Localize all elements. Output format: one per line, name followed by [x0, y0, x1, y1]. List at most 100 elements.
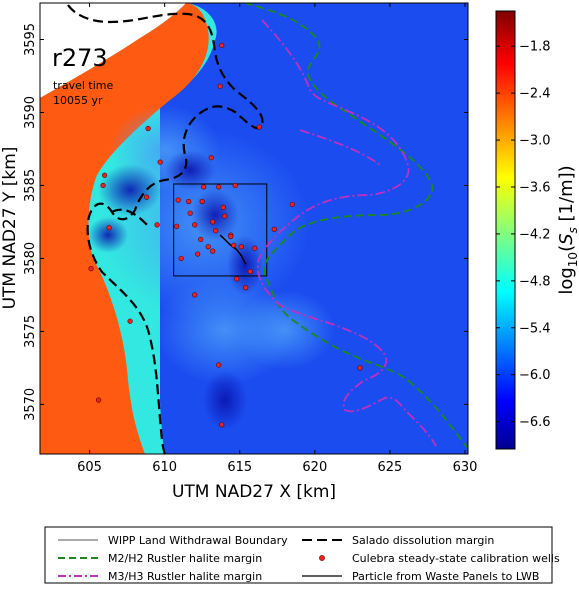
legend-label: WIPP Land Withdrawal Boundary: [108, 534, 288, 547]
calibration-well: [219, 422, 225, 428]
calibration-well: [216, 184, 222, 190]
wipp-boundary-box: [173, 183, 268, 277]
calibration-well: [228, 233, 234, 240]
calibration-well: [178, 255, 184, 262]
legend-label: M3/H3 Rustler halite margin: [108, 570, 262, 583]
calibration-well: [205, 244, 211, 250]
calibration-well: [247, 268, 253, 275]
colorbar-ticks: −1.8 −2.4 −3.0 −3.6 −4.2 −4.8 −5.4 −6.0 −6.6: [496, 40, 551, 430]
calibration-well: [106, 225, 112, 231]
calibration-well: [210, 248, 216, 254]
calibration-well: [100, 182, 106, 189]
calibration-well: [256, 124, 262, 130]
y-tick-label: 3580: [23, 242, 38, 275]
salado-dissolution-margin: [67, 4, 264, 454]
calibration-well: [219, 42, 225, 48]
calibration-well: [222, 213, 228, 219]
calibration-well: [243, 285, 249, 291]
calibration-well: [213, 228, 219, 234]
legend-label: Particle from Waste Panels to LWB: [352, 570, 539, 583]
calibration-well: [208, 155, 214, 161]
m3-h3-rustler-halite-margin: [256, 19, 437, 447]
calibration-well: [252, 245, 258, 251]
calibration-well: [271, 226, 277, 232]
y-tick-label: 3595: [23, 23, 38, 56]
colorbar-tick-label: −3.6: [519, 180, 551, 195]
calibration-well: [217, 83, 223, 89]
colorbar-tick-label: −4.8: [519, 274, 551, 289]
calibration-well: [127, 318, 133, 324]
colorbar-tick-label: −2.4: [519, 87, 551, 102]
calibration-well: [95, 397, 102, 403]
colorbar: [495, 10, 516, 450]
panel-label: r273: [52, 44, 108, 72]
colorbar-label: log10(Ss [1/m]): [556, 165, 579, 294]
calibration-well: [157, 159, 163, 165]
x-axis-ticks: 605 610 615 620 625 630: [77, 3, 477, 475]
field-patch: [88, 217, 128, 253]
legend-label: M2/H2 Rustler halite margin: [108, 552, 262, 565]
m3-h3-rustler-halite-margin: [299, 129, 381, 166]
y-axis-label: UTM NAD27 Y [km]: [0, 147, 20, 310]
calibration-well: [187, 210, 193, 216]
y-tick-label: 3570: [23, 388, 38, 421]
calibration-well: [234, 276, 240, 282]
x-tick-label: 630: [453, 460, 478, 475]
calibration-well: [192, 222, 198, 228]
calibration-well: [174, 223, 180, 229]
calibration-well: [145, 125, 151, 132]
calibration-well: [154, 222, 160, 228]
x-tick-label: 620: [302, 460, 327, 475]
colorbar-tick-label: −5.4: [519, 321, 551, 336]
colorbar-tick-label: −6.0: [519, 368, 551, 383]
calibration-well: [220, 204, 226, 210]
calibration-well: [199, 198, 205, 205]
calibration-well: [195, 251, 201, 257]
x-axis-label: UTM NAD27 X [km]: [172, 482, 336, 502]
legend-label: Culebra steady-state calibration wells: [352, 552, 560, 565]
calibration-well: [216, 362, 222, 368]
colorbar-tick-label: −3.0: [519, 134, 551, 149]
calibration-well: [231, 242, 237, 248]
calibration-well: [198, 236, 204, 243]
calibration-well: [175, 197, 181, 203]
y-tick-label: 3585: [23, 169, 38, 202]
x-tick-label: 605: [77, 460, 102, 475]
salado-dissolution-margin: [111, 208, 151, 229]
calibration-well: [144, 194, 150, 200]
field-patch: [235, 290, 335, 370]
legend-marker: [319, 555, 325, 561]
plot-frame: [39, 2, 469, 455]
field-patch: [203, 370, 247, 430]
field-patch: [98, 164, 162, 216]
calibration-well: [238, 244, 244, 250]
x-tick-label: 625: [377, 460, 402, 475]
calibration-well: [357, 365, 363, 371]
legend-box: [44, 526, 553, 584]
x-tick-label: 615: [227, 460, 252, 475]
calibration-well: [289, 201, 295, 208]
x-tick-label: 610: [152, 460, 177, 475]
calibration-wells: [88, 42, 363, 428]
calibration-well: [210, 219, 216, 225]
wipp-land-withdrawal-boundary: [173, 183, 268, 277]
y-axis-ticks: 3570 3575 3580 3585 3590 3595: [23, 23, 468, 421]
annotation-line-1: travel time: [53, 79, 113, 92]
calibration-well: [192, 292, 198, 298]
colorbar-tick-label: −4.2: [519, 227, 551, 242]
annotation-line-2: 10055 yr: [53, 94, 103, 107]
calibration-well: [88, 266, 94, 272]
calibration-well: [232, 182, 238, 189]
no-data-zone: [40, 3, 186, 98]
m2-h2-rustler-halite-margin: [244, 3, 468, 449]
field-patch: [165, 150, 215, 190]
high-storativity-zone: [40, 3, 209, 454]
calibration-well: [201, 184, 207, 190]
y-tick-label: 3590: [23, 96, 38, 129]
legend: WIPP Land Withdrawal Boundary Salado diss…: [58, 534, 560, 583]
map-plot-area: [40, 3, 468, 454]
calibration-well: [186, 198, 192, 205]
colorbar-tick-label: −1.8: [519, 40, 551, 55]
calibration-well: [101, 172, 108, 178]
